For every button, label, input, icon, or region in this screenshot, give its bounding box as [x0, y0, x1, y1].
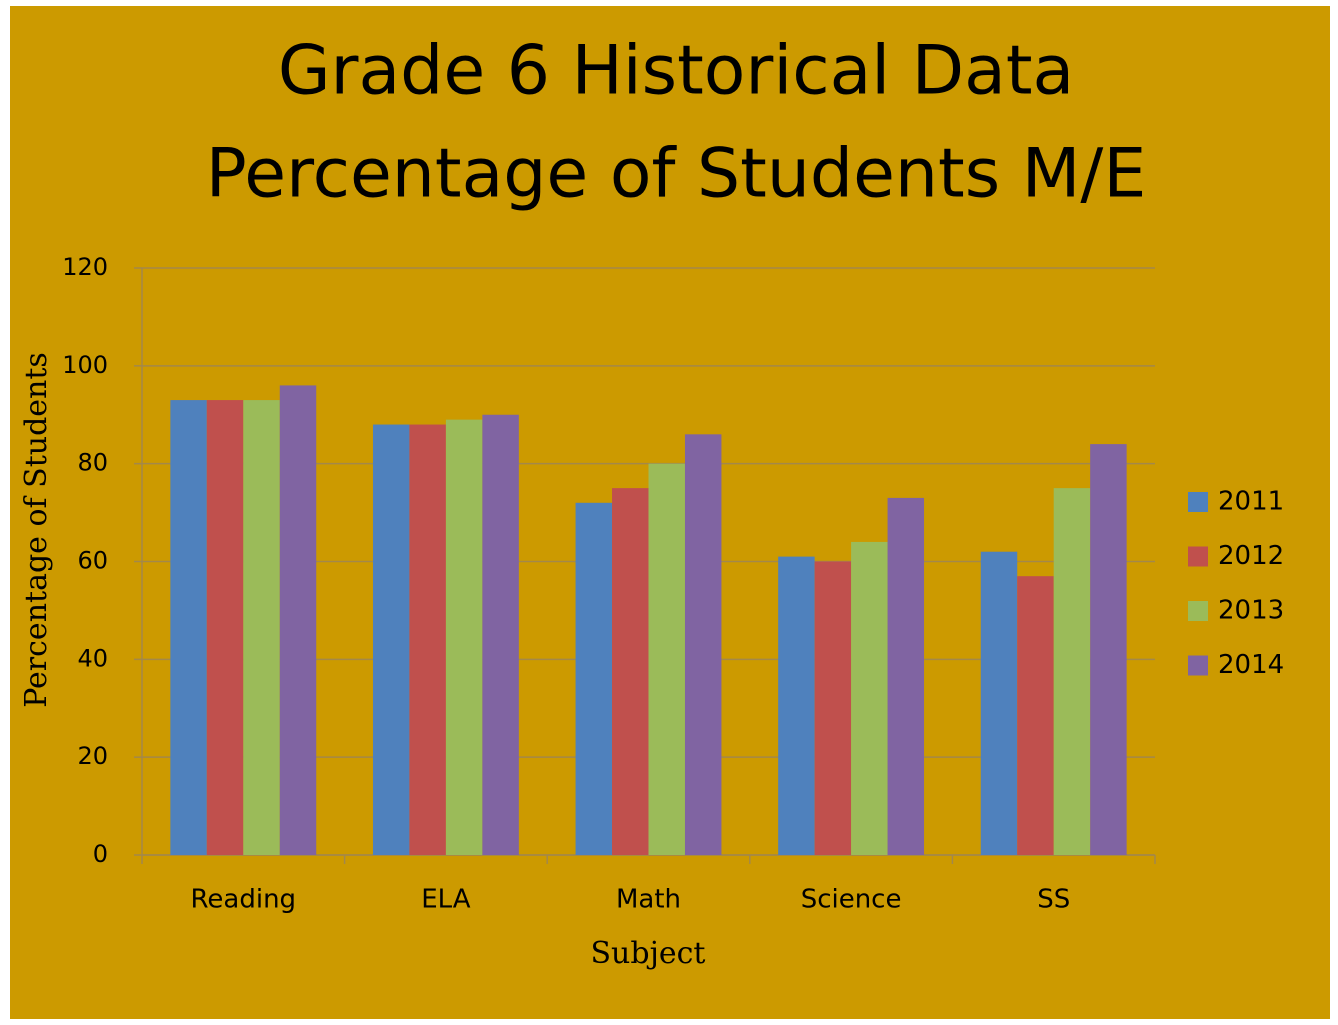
bar	[1090, 444, 1127, 855]
x-tick-label: Math	[616, 885, 681, 915]
x-axis-title: Subject	[591, 936, 706, 971]
y-axis-title: Percentage of Students	[19, 352, 54, 708]
bar	[279, 385, 317, 855]
bar	[1053, 488, 1091, 855]
bar	[170, 400, 207, 855]
y-tick-label: 120	[62, 253, 108, 281]
bar	[206, 400, 244, 855]
chart-title: Grade 6 Historical Data	[278, 32, 1074, 111]
y-tick-label: 20	[77, 742, 108, 770]
bar	[648, 463, 685, 855]
legend-label: 2014	[1218, 650, 1284, 680]
legend-swatch	[1188, 601, 1208, 621]
bar	[409, 424, 446, 855]
y-tick-label: 40	[77, 644, 108, 672]
x-tick-label: ELA	[421, 885, 471, 915]
chart-subtitle: Percentage of Students M/E	[206, 135, 1147, 214]
bar	[445, 419, 483, 855]
y-tick-label: 80	[77, 449, 108, 477]
legend-label: 2011	[1218, 487, 1284, 517]
bar	[778, 556, 815, 855]
y-tick-label: 0	[93, 840, 108, 868]
bar	[1017, 576, 1054, 855]
bar	[814, 561, 852, 855]
bar	[575, 502, 613, 855]
x-tick-label: Reading	[191, 885, 297, 915]
x-tick-label: SS	[1037, 885, 1070, 915]
x-tick-label: Science	[801, 885, 902, 915]
y-tick-label: 100	[62, 351, 108, 379]
y-tick-label: 60	[77, 547, 108, 575]
legend-label: 2013	[1218, 596, 1284, 626]
bar	[482, 414, 519, 855]
legend-swatch	[1188, 492, 1208, 512]
bar	[980, 551, 1018, 855]
bar	[684, 434, 722, 855]
bar	[612, 488, 649, 855]
bar	[851, 541, 888, 855]
bar	[887, 497, 925, 855]
legend-swatch	[1188, 546, 1208, 567]
legend-swatch	[1188, 655, 1208, 676]
bar	[372, 424, 410, 855]
legend-label: 2012	[1218, 541, 1284, 571]
bar	[243, 400, 280, 855]
